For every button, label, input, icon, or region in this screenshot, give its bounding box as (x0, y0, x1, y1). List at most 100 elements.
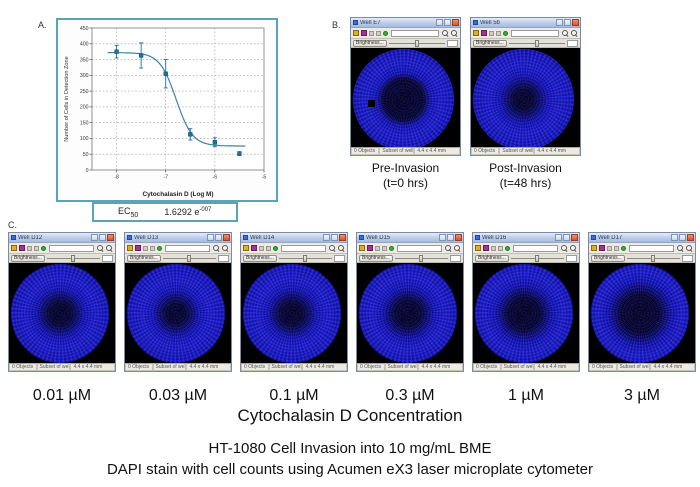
channel-magenta-icon[interactable] (19, 245, 25, 251)
maximize-button[interactable] (331, 234, 338, 241)
scale-combobox[interactable] (165, 244, 210, 252)
value-spinbox[interactable] (334, 254, 345, 262)
window-titlebar[interactable]: Well D16 (473, 233, 579, 243)
zoom-out-icon[interactable] (338, 244, 345, 252)
close-button[interactable] (339, 234, 346, 241)
brightness-button[interactable]: Brightness... (475, 254, 509, 262)
maximize-button[interactable] (679, 234, 686, 241)
window-titlebar[interactable]: Well D12 (9, 233, 115, 243)
minimize-button[interactable] (436, 19, 443, 26)
brightness-slider-handle[interactable] (414, 39, 419, 47)
minimize-button[interactable] (671, 234, 678, 241)
value-spinbox[interactable] (450, 254, 461, 262)
brightness-slider[interactable] (388, 39, 446, 47)
zoom-in-icon[interactable] (562, 29, 569, 37)
close-button[interactable] (223, 234, 230, 241)
zoom-in-icon[interactable] (97, 244, 104, 252)
channel-yellow-icon[interactable] (359, 245, 365, 251)
maximize-button[interactable] (215, 234, 222, 241)
zoom-in-icon[interactable] (213, 244, 220, 252)
zoom-out-icon[interactable] (686, 244, 693, 252)
overlay-tool-icon[interactable] (266, 245, 271, 251)
brightness-button[interactable]: Brightness... (359, 254, 393, 262)
channel-magenta-icon[interactable] (361, 30, 367, 36)
value-spinbox[interactable] (567, 39, 578, 47)
brightness-slider-handle[interactable] (419, 254, 424, 262)
scale-combobox[interactable] (397, 244, 442, 252)
window-titlebar[interactable]: Well 5b (471, 18, 580, 28)
maximize-button[interactable] (564, 19, 571, 26)
brightness-button[interactable]: Brightness... (243, 254, 277, 262)
channel-magenta-icon[interactable] (367, 245, 373, 251)
grid-tool-icon[interactable] (369, 30, 374, 36)
brightness-slider[interactable] (46, 254, 101, 262)
brightness-button[interactable]: Brightness... (11, 254, 45, 262)
scale-combobox[interactable] (281, 244, 326, 252)
zoom-out-icon[interactable] (570, 244, 577, 252)
channel-yellow-icon[interactable] (11, 245, 17, 251)
scale-combobox[interactable] (49, 244, 94, 252)
close-button[interactable] (455, 234, 462, 241)
grid-tool-icon[interactable] (259, 245, 264, 251)
value-spinbox[interactable] (682, 254, 693, 262)
channel-magenta-icon[interactable] (599, 245, 605, 251)
close-button[interactable] (107, 234, 114, 241)
brightness-slider[interactable] (626, 254, 681, 262)
channel-magenta-icon[interactable] (251, 245, 257, 251)
maximize-button[interactable] (447, 234, 454, 241)
window-titlebar[interactable]: Well E7 (351, 18, 460, 28)
value-spinbox[interactable] (102, 254, 113, 262)
brightness-slider-handle[interactable] (187, 254, 192, 262)
channel-yellow-icon[interactable] (473, 30, 479, 36)
brightness-button[interactable]: Brightness... (127, 254, 161, 262)
channel-magenta-icon[interactable] (483, 245, 489, 251)
brightness-slider[interactable] (508, 39, 566, 47)
value-spinbox[interactable] (566, 254, 577, 262)
window-titlebar[interactable]: Well D14 (241, 233, 347, 243)
zoom-in-icon[interactable] (677, 244, 684, 252)
close-button[interactable] (452, 19, 459, 26)
zoom-out-icon[interactable] (451, 29, 458, 37)
overlay-tool-icon[interactable] (376, 30, 381, 36)
brightness-slider-handle[interactable] (534, 39, 539, 47)
brightness-slider[interactable] (278, 254, 333, 262)
channel-yellow-icon[interactable] (127, 245, 133, 251)
minimize-button[interactable] (555, 234, 562, 241)
zoom-out-icon[interactable] (571, 29, 578, 37)
scale-combobox[interactable] (629, 244, 674, 252)
overlay-tool-icon[interactable] (614, 245, 619, 251)
brightness-button[interactable]: Brightness... (591, 254, 625, 262)
brightness-slider-handle[interactable] (71, 254, 76, 262)
zoom-in-icon[interactable] (445, 244, 452, 252)
window-titlebar[interactable]: Well D17 (589, 233, 695, 243)
close-button[interactable] (687, 234, 694, 241)
channel-yellow-icon[interactable] (591, 245, 597, 251)
zoom-out-icon[interactable] (222, 244, 229, 252)
overlay-tool-icon[interactable] (34, 245, 39, 251)
channel-magenta-icon[interactable] (481, 30, 487, 36)
zoom-out-icon[interactable] (454, 244, 461, 252)
channel-yellow-icon[interactable] (243, 245, 249, 251)
overlay-tool-icon[interactable] (498, 245, 503, 251)
overlay-tool-icon[interactable] (382, 245, 387, 251)
zoom-out-icon[interactable] (106, 244, 113, 252)
grid-tool-icon[interactable] (607, 245, 612, 251)
scale-combobox[interactable] (511, 29, 559, 37)
brightness-slider-handle[interactable] (535, 254, 540, 262)
channel-yellow-icon[interactable] (475, 245, 481, 251)
zoom-in-icon[interactable] (442, 29, 449, 37)
minimize-button[interactable] (91, 234, 98, 241)
brightness-slider[interactable] (162, 254, 217, 262)
grid-tool-icon[interactable] (489, 30, 494, 36)
brightness-button[interactable]: Brightness... (353, 39, 387, 47)
grid-tool-icon[interactable] (491, 245, 496, 251)
close-button[interactable] (572, 19, 579, 26)
close-button[interactable] (571, 234, 578, 241)
zoom-in-icon[interactable] (561, 244, 568, 252)
overlay-tool-icon[interactable] (496, 30, 501, 36)
minimize-button[interactable] (207, 234, 214, 241)
brightness-button[interactable]: Brightness... (473, 39, 507, 47)
window-titlebar[interactable]: Well D15 (357, 233, 463, 243)
minimize-button[interactable] (439, 234, 446, 241)
brightness-slider[interactable] (394, 254, 449, 262)
